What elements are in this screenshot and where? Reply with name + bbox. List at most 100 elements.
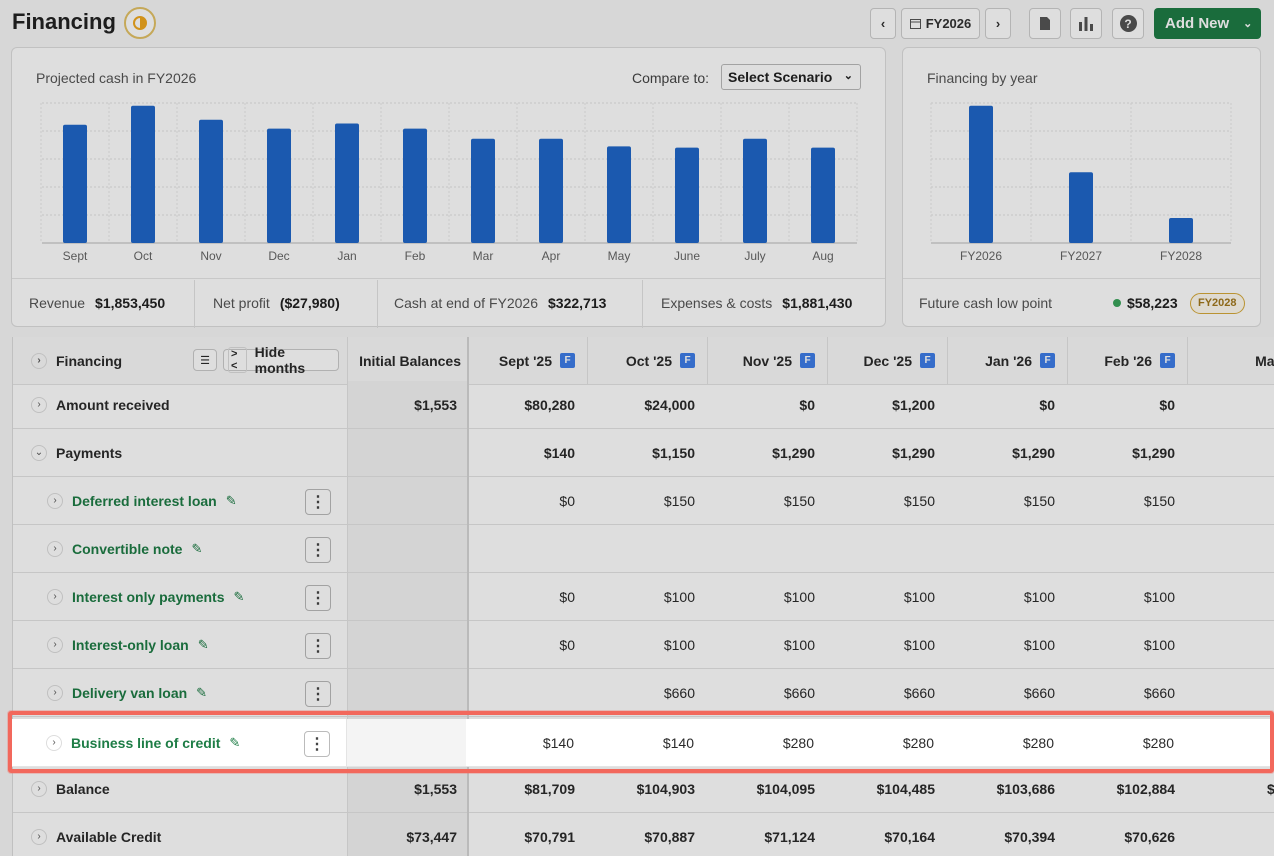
more-menu-button[interactable]: ⋮ [305, 489, 331, 515]
chevron-right-icon[interactable]: › [46, 734, 62, 751]
value-cell[interactable]: $150 [1143, 492, 1175, 509]
chevron-right-icon[interactable]: › [31, 828, 47, 845]
value-cell[interactable]: $24,000 [644, 396, 695, 413]
value-cell[interactable] [947, 525, 1067, 572]
value-cell[interactable]: $100 [1023, 636, 1055, 653]
edit-icon[interactable]: ✎ [225, 492, 237, 508]
value-cell[interactable] [1187, 525, 1274, 572]
value-cell[interactable]: $280 [902, 734, 934, 751]
value-cell[interactable]: $280 [782, 734, 814, 751]
chevron-right-icon[interactable]: › [47, 540, 63, 557]
export-button[interactable] [1029, 8, 1061, 39]
value-cell[interactable]: $150 [1023, 492, 1055, 509]
value-cell[interactable]: $81,709 [524, 780, 575, 797]
value-cell[interactable]: $104,903 [636, 780, 695, 797]
value-cell[interactable]: $103,686 [996, 780, 1055, 797]
year-selector[interactable]: FY2026 [901, 8, 980, 39]
value-cell[interactable]: $7( [1187, 813, 1274, 856]
chevron-right-icon[interactable]: › [47, 684, 63, 701]
value-cell[interactable]: $100 [903, 636, 935, 653]
row-label[interactable]: Interest-only loan [72, 636, 189, 653]
edit-icon[interactable]: ✎ [196, 684, 208, 700]
bar-may[interactable] [607, 146, 631, 243]
chevron-down-icon[interactable]: ⌄ [31, 444, 47, 461]
value-cell[interactable]: $100 [663, 636, 695, 653]
row-label[interactable]: Convertible note [72, 540, 183, 557]
edit-icon[interactable]: ✎ [191, 540, 203, 556]
chevron-right-icon[interactable]: › [47, 588, 63, 605]
value-cell[interactable]: $1,290 [772, 444, 815, 461]
value-cell[interactable]: $104,485 [876, 780, 935, 797]
value-cell[interactable] [1187, 669, 1274, 716]
more-menu-button[interactable]: ⋮ [305, 537, 331, 563]
bar-fy2027[interactable] [1069, 172, 1093, 243]
value-cell[interactable]: $100 [1143, 588, 1175, 605]
next-year-button[interactable]: › [985, 8, 1011, 39]
value-cell[interactable]: $10: [1266, 780, 1274, 797]
more-menu-button[interactable]: ⋮ [305, 681, 331, 707]
value-cell[interactable]: $660 [903, 684, 935, 701]
value-cell[interactable]: $70,626 [1124, 828, 1175, 845]
value-cell[interactable]: $100 [1143, 636, 1175, 653]
value-cell[interactable]: $0 [1159, 396, 1175, 413]
value-cell[interactable] [467, 669, 587, 716]
edit-icon[interactable]: ✎ [233, 588, 245, 604]
bar-fy2028[interactable] [1169, 218, 1193, 243]
value-cell[interactable] [467, 525, 587, 572]
value-cell[interactable]: $100 [903, 588, 935, 605]
add-new-button[interactable]: Add New ⌄ [1154, 8, 1261, 39]
edit-icon[interactable]: ✎ [229, 734, 241, 750]
chevron-right-icon[interactable]: › [31, 352, 47, 369]
bar-jan[interactable] [335, 123, 359, 243]
value-cell[interactable]: $1,290 [1012, 444, 1055, 461]
bar-apr[interactable] [539, 138, 563, 243]
more-menu-button[interactable]: ⋮ [305, 585, 331, 611]
value-cell[interactable]: $102,884 [1116, 780, 1175, 797]
compare-select[interactable]: Select Scenario ⌄ [721, 64, 861, 90]
value-cell[interactable]: $0 [559, 636, 575, 653]
bar-feb[interactable] [403, 128, 427, 243]
value-cell[interactable] [1187, 381, 1274, 428]
value-cell[interactable]: $80,280 [524, 396, 575, 413]
value-cell[interactable]: $100 [783, 636, 815, 653]
value-cell[interactable]: $280 [1142, 734, 1174, 751]
hide-months-button[interactable]: >< Hide months [223, 344, 339, 376]
bar-fy2026[interactable] [969, 105, 993, 243]
row-label[interactable]: Interest only payments [72, 588, 225, 605]
value-cell[interactable]: $104,095 [756, 780, 815, 797]
value-cell[interactable] [1187, 621, 1274, 668]
value-cell[interactable]: $1,290 [1132, 444, 1175, 461]
value-cell[interactable]: $140 [662, 734, 694, 751]
value-cell[interactable]: $280 [1022, 734, 1054, 751]
value-cell[interactable]: $100 [1023, 588, 1055, 605]
edit-icon[interactable]: ✎ [197, 636, 209, 652]
value-cell[interactable]: $70,164 [884, 828, 935, 845]
value-cell[interactable]: $150 [783, 492, 815, 509]
value-cell[interactable]: $660 [783, 684, 815, 701]
list-settings-button[interactable]: ☰ [193, 349, 217, 371]
value-cell[interactable] [1067, 525, 1187, 572]
value-cell[interactable]: $0 [559, 588, 575, 605]
value-cell[interactable]: $660 [1143, 684, 1175, 701]
value-cell[interactable]: $100 [783, 588, 815, 605]
value-cell[interactable]: $660 [1023, 684, 1055, 701]
chevron-right-icon[interactable]: › [47, 636, 63, 653]
bar-dec[interactable] [267, 128, 291, 243]
row-label[interactable]: Delivery van loan [72, 684, 188, 701]
chevron-right-icon[interactable]: › [31, 396, 47, 413]
value-cell[interactable] [827, 525, 947, 572]
help-button[interactable]: ? [1112, 8, 1144, 39]
chevron-right-icon[interactable]: › [47, 492, 63, 509]
value-cell[interactable]: $1 [1187, 429, 1274, 476]
value-cell[interactable]: $140 [543, 444, 575, 461]
value-cell[interactable] [1187, 477, 1274, 524]
highlighted-row[interactable]: › Business line of credit ✎ ⋮ $140 $140 $280 $2… [12, 719, 1274, 767]
value-cell[interactable]: $0 [799, 396, 815, 413]
bar-oct[interactable] [131, 105, 155, 243]
bar-july[interactable] [743, 138, 767, 243]
value-cell[interactable]: $0 [559, 492, 575, 509]
bar-aug[interactable] [811, 147, 835, 243]
value-cell[interactable]: $70,394 [1004, 828, 1055, 845]
value-cell[interactable]: $70,791 [524, 828, 575, 845]
bar-sept[interactable] [63, 124, 87, 243]
